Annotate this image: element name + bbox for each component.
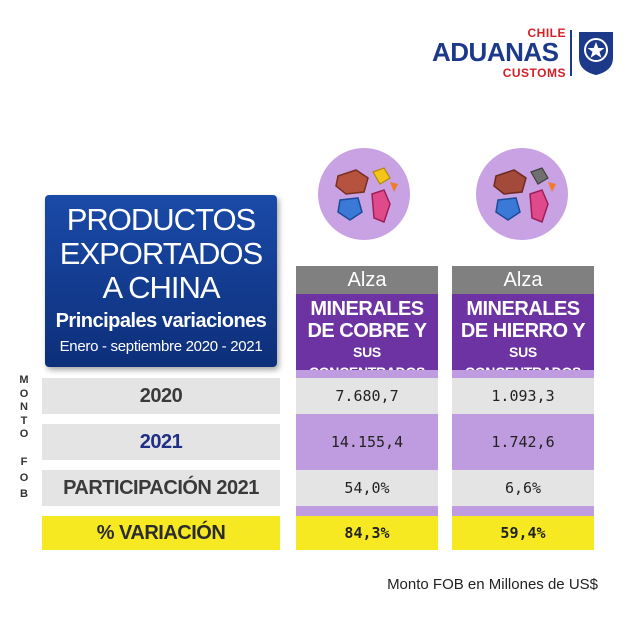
column-1-name-line-2: DE COBRE Y bbox=[307, 320, 427, 342]
title-line-2: EXPORTADOS bbox=[59, 236, 263, 271]
cell-iron-2021: 1.742,6 bbox=[452, 424, 594, 460]
column-2-name-line-2: DE HIERRO Y bbox=[460, 320, 586, 342]
row-label-participation: PARTICIPACIÓN 2021 bbox=[42, 470, 280, 506]
aduanas-logo: CHILE ADUANAS CUSTOMS bbox=[432, 24, 622, 82]
cell-iron-variation: 59,4% bbox=[452, 516, 594, 550]
cell-copper-2020: 7.680,7 bbox=[296, 378, 438, 414]
title-period: Enero - septiembre 2020 - 2021 bbox=[59, 338, 263, 355]
cell-copper-participation: 54,0% bbox=[296, 470, 438, 506]
column-2-status: Alza bbox=[452, 266, 594, 294]
title-line-3: A CHINA bbox=[102, 270, 220, 305]
cell-iron-participation: 6,6% bbox=[452, 470, 594, 506]
logo-divider bbox=[570, 30, 572, 76]
logo-customs-text: CUSTOMS bbox=[502, 66, 566, 80]
title-panel: PRODUCTOS EXPORTADOS A CHINA Principales… bbox=[45, 195, 277, 367]
column-1-status: Alza bbox=[296, 266, 438, 294]
side-label-fob: F O B bbox=[19, 456, 29, 500]
row-label-variation: % VARIACIÓN bbox=[42, 516, 280, 550]
cell-copper-variation: 84,3% bbox=[296, 516, 438, 550]
title-subtitle: Principales variaciones bbox=[55, 310, 267, 332]
logo-chile-text: CHILE bbox=[527, 26, 566, 40]
column-1-name-line-1: MINERALES bbox=[310, 298, 424, 320]
column-2-product: MINERALES DE HIERRO Y SUS CONCENTRADOS bbox=[452, 294, 594, 380]
column-2-name-line-1: MINERALES bbox=[466, 298, 580, 320]
side-label-monto: M O N T O bbox=[19, 374, 29, 440]
iron-minerals-icon bbox=[476, 148, 568, 240]
cell-copper-2021: 14.155,4 bbox=[296, 424, 438, 460]
row-label-2020: 2020 bbox=[42, 378, 280, 414]
column-1-product: MINERALES DE COBRE Y SUS CONCENTRADOS bbox=[296, 294, 438, 380]
cell-iron-2020: 1.093,3 bbox=[452, 378, 594, 414]
logo-aduanas-text: ADUANAS bbox=[432, 37, 559, 67]
footnote: Monto FOB en Millones de US$ bbox=[387, 576, 598, 593]
copper-minerals-icon bbox=[318, 148, 410, 240]
title-line-1: PRODUCTOS bbox=[66, 202, 257, 237]
row-label-2021: 2021 bbox=[42, 424, 280, 460]
shield-badge-icon bbox=[579, 32, 613, 76]
